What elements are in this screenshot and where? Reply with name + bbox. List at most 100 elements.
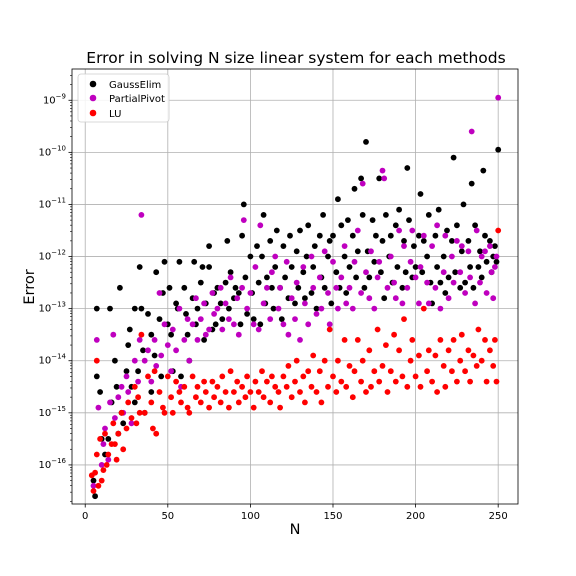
point-partialpivot [420,232,427,239]
point-partialpivot [482,248,488,255]
legend-label-partialpivot: PartialPivot [109,94,165,105]
point-partialpivot [275,305,282,312]
point-gausselim [287,232,293,239]
point-gausselim [235,290,242,296]
point-partialpivot [478,253,485,260]
point-lu [90,488,97,494]
point-lu [280,373,287,380]
point-partialpivot [95,404,102,411]
point-partialpivot [445,295,452,302]
point-partialpivot [371,305,378,312]
point-partialpivot [450,279,457,286]
point-gausselim [308,290,315,296]
point-gausselim [417,191,424,197]
x-tick-label: 150 [323,511,342,522]
point-lu [267,399,274,406]
point-gausselim [282,274,288,281]
series-partialpivot [90,94,502,489]
point-partialpivot [473,227,480,234]
point-gausselim [316,232,323,239]
point-gausselim [176,258,183,265]
x-tick-label: 250 [489,511,508,522]
point-gausselim [480,167,487,174]
point-lu [105,451,112,458]
point-partialpivot [161,321,168,328]
point-partialpivot [211,311,218,317]
point-gausselim [158,373,165,380]
point-gausselim [425,212,432,218]
point-partialpivot [285,331,292,338]
point-lu [404,383,411,390]
point-gausselim [239,232,246,239]
point-gausselim [440,253,447,260]
point-gausselim [396,206,402,213]
point-gausselim [148,389,155,395]
point-gausselim [416,232,422,239]
point-lu [288,394,295,401]
point-lu [330,373,336,380]
point-gausselim [227,269,234,276]
point-lu [368,383,374,390]
legend: GaussElim PartialPivot LU [77,73,170,123]
point-gausselim [452,269,459,276]
point-partialpivot [468,128,475,135]
point-gausselim [449,238,455,244]
point-partialpivot [379,167,386,174]
point-partialpivot [107,399,113,406]
point-gausselim [197,279,204,286]
point-lu [462,368,468,375]
point-lu [219,373,226,380]
point-partialpivot [138,212,145,218]
point-gausselim [178,373,184,380]
y-tick-label: 10−10 [38,144,66,158]
point-lu [409,337,416,343]
y-tick-label: 10−14 [38,353,66,367]
point-partialpivot [368,248,374,255]
point-gausselim [184,331,191,338]
point-gausselim [183,311,189,317]
point-gausselim [272,264,279,270]
point-lu [145,373,151,380]
point-gausselim [379,238,386,244]
point-gausselim [412,264,419,270]
point-partialpivot [145,347,151,354]
point-lu [359,357,366,364]
point-partialpivot [189,321,196,328]
point-lu [141,409,148,416]
point-gausselim [156,316,163,322]
point-gausselim [330,232,336,239]
point-partialpivot [349,305,356,312]
point-gausselim [467,264,473,270]
point-partialpivot [495,94,502,101]
x-tick-label: 50 [161,511,174,522]
point-gausselim [492,243,498,250]
point-gausselim [123,368,130,375]
point-lu [133,420,140,427]
point-gausselim [112,357,118,364]
point-gausselim [140,347,146,354]
point-partialpivot [472,300,478,307]
point-partialpivot [252,264,259,270]
point-lu [343,383,350,390]
point-partialpivot [128,420,135,427]
point-partialpivot [396,227,402,234]
point-lu [354,337,361,343]
point-gausselim [383,212,389,218]
point-gausselim [420,238,427,244]
point-gausselim [394,264,401,270]
point-lu [483,378,490,385]
point-lu [492,337,498,343]
point-partialpivot [125,389,132,395]
point-partialpivot [458,243,465,250]
point-lu [473,363,480,369]
y-tick-label: 10−12 [38,249,66,263]
point-lu [234,378,241,385]
point-lu [115,430,122,437]
point-gausselim [454,222,460,229]
point-lu [425,347,432,354]
point-gausselim [359,212,366,218]
point-partialpivot [240,217,247,224]
point-gausselim [457,284,464,291]
point-gausselim [237,321,244,328]
point-partialpivot [333,284,340,291]
